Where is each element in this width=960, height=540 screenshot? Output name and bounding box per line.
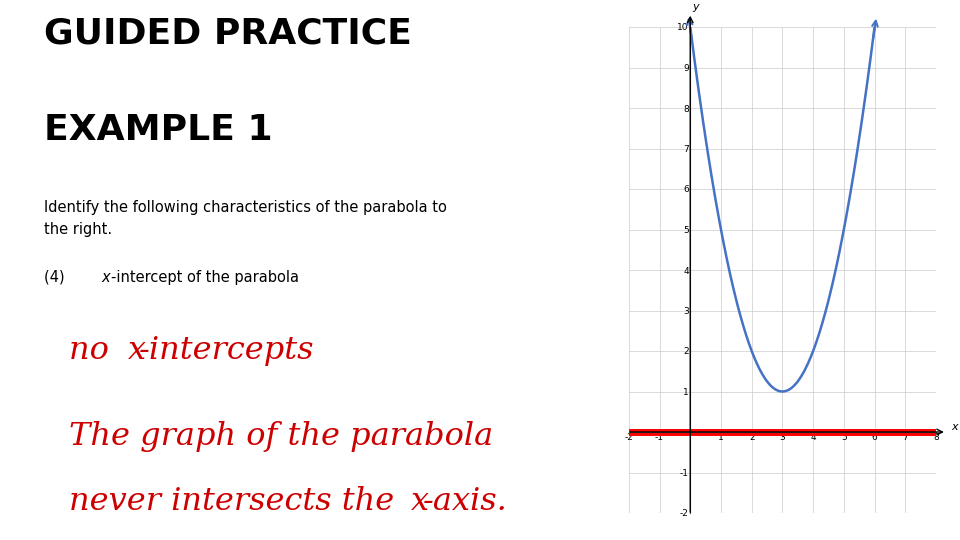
Text: x: x bbox=[128, 335, 146, 366]
Text: x: x bbox=[411, 486, 428, 517]
Text: EXAMPLE 1: EXAMPLE 1 bbox=[44, 113, 273, 147]
Text: -axis.: -axis. bbox=[422, 486, 507, 517]
Text: Identify the following characteristics of the parabola to
the right.: Identify the following characteristics o… bbox=[44, 200, 446, 237]
Text: y: y bbox=[692, 2, 699, 12]
Text: x: x bbox=[101, 270, 109, 285]
Text: no: no bbox=[69, 335, 119, 366]
Text: GUIDED PRACTICE: GUIDED PRACTICE bbox=[44, 16, 412, 50]
Text: (4): (4) bbox=[44, 270, 78, 285]
Text: -intercepts: -intercepts bbox=[139, 335, 315, 366]
Text: never intersects the: never intersects the bbox=[69, 486, 404, 517]
Text: The graph of the parabola: The graph of the parabola bbox=[69, 421, 492, 452]
Text: -intercept of the parabola: -intercept of the parabola bbox=[111, 270, 300, 285]
Text: x: x bbox=[951, 422, 958, 432]
